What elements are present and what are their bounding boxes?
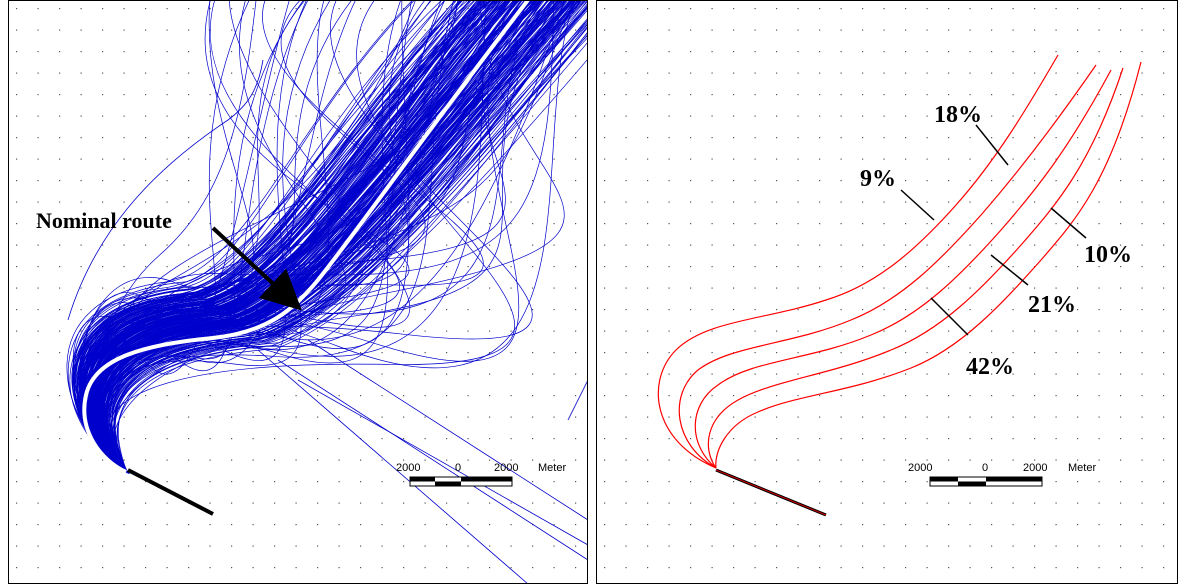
scale-bar: 2000 0 2000 Meter bbox=[396, 462, 566, 487]
percent-label-18: 18% bbox=[934, 102, 982, 128]
flight-track bbox=[105, 0, 446, 473]
flight-track bbox=[105, 0, 516, 473]
scale-bar: 2000 0 2000 Meter bbox=[908, 462, 1096, 487]
flight-track bbox=[75, 0, 463, 472]
distribution-route-2 bbox=[678, 64, 1097, 469]
flight-track bbox=[116, 31, 588, 471]
flight-track bbox=[81, 0, 528, 473]
left-map-canvas: Nominal route 2000 0 2000 Meter bbox=[8, 0, 588, 584]
scale-unit: Meter bbox=[1068, 462, 1096, 474]
flight-track bbox=[111, 0, 329, 473]
distribution-route-5 bbox=[715, 61, 1142, 469]
percent-label-42: 42% bbox=[966, 354, 1014, 380]
flight-track bbox=[92, 0, 426, 473]
scale-tick-2: 2000 bbox=[1023, 462, 1047, 474]
flight-track bbox=[103, 0, 410, 473]
flight-track bbox=[113, 23, 588, 472]
flight-track bbox=[71, 0, 443, 473]
nominal-route-label: Nominal route bbox=[36, 208, 172, 233]
flight-track bbox=[307, 339, 588, 521]
distribution-route-1 bbox=[657, 54, 1059, 469]
flight-track bbox=[100, 0, 331, 473]
nominal-route-line bbox=[82, 0, 530, 474]
scale-tick-2: 2000 bbox=[494, 462, 518, 474]
percent-label-10: 10% bbox=[1084, 242, 1132, 268]
flight-track bbox=[297, 379, 588, 546]
flight-track bbox=[98, 0, 416, 473]
flight-track bbox=[109, 0, 565, 473]
scale-tick-1: 0 bbox=[982, 462, 988, 474]
scale-tick-1: 0 bbox=[455, 462, 461, 474]
flight-track bbox=[108, 0, 564, 474]
scale-unit: Meter bbox=[538, 462, 566, 474]
flight-track bbox=[83, 0, 411, 473]
flight-track bbox=[66, 0, 414, 473]
flight-track bbox=[257, 349, 529, 584]
flight-track bbox=[85, 0, 306, 473]
flight-track bbox=[69, 0, 433, 473]
right-map-canvas: 18% 9% 10% 21% 42% 2000 0 2000 Meter bbox=[596, 0, 1178, 584]
route-distribution-lines bbox=[657, 54, 1142, 469]
percent-label-21: 21% bbox=[1028, 292, 1076, 318]
flight-track bbox=[91, 0, 442, 473]
percent-label-9: 9% bbox=[860, 166, 896, 192]
flight-track bbox=[92, 0, 533, 473]
annotation-arrow bbox=[211, 226, 302, 311]
flight-track bbox=[79, 0, 250, 473]
flight-track bbox=[106, 0, 305, 473]
scale-tick-0: 2000 bbox=[396, 462, 420, 474]
left-map-panel: Nominal route 2000 0 2000 Meter bbox=[8, 0, 588, 584]
flight-track bbox=[91, 0, 566, 473]
distribution-route-3 bbox=[694, 69, 1112, 469]
flight-track bbox=[104, 0, 357, 473]
flight-track bbox=[72, 0, 309, 473]
flight-track bbox=[67, 59, 264, 321]
flight-track bbox=[117, 41, 588, 473]
flight-track bbox=[89, 0, 544, 473]
flight-track bbox=[277, 359, 588, 561]
scale-tick-0: 2000 bbox=[908, 462, 932, 474]
flight-track bbox=[101, 0, 426, 473]
flight-track bbox=[77, 0, 486, 473]
runway-line bbox=[127, 468, 214, 516]
flight-track bbox=[94, 0, 580, 473]
distribution-route-4 bbox=[707, 67, 1124, 469]
flight-track bbox=[112, 0, 559, 473]
flight-track bbox=[99, 0, 575, 473]
right-map-panel: 18% 9% 10% 21% 42% 2000 0 2000 Meter bbox=[596, 0, 1178, 584]
flight-tracks bbox=[66, 0, 588, 584]
